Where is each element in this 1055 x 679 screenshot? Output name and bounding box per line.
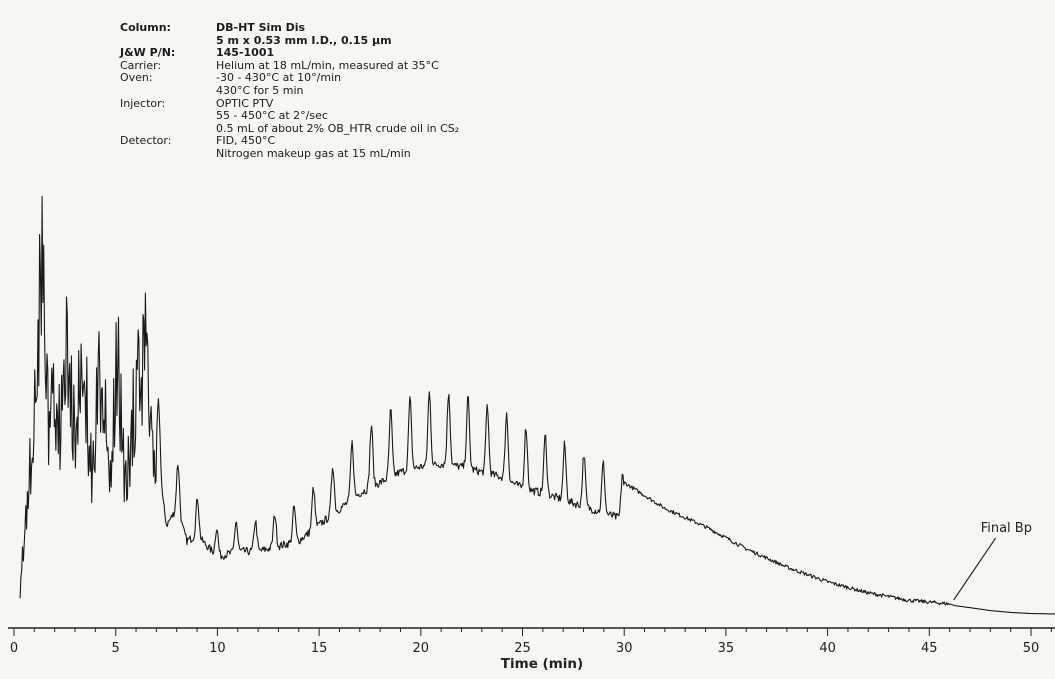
condition-row: Detector: FID, 450°C xyxy=(120,135,459,148)
condition-key: Oven: xyxy=(120,71,153,85)
x-tick-label: 20 xyxy=(413,641,430,656)
condition-key xyxy=(120,85,216,98)
x-tick-label: 10 xyxy=(209,641,226,656)
x-tick-label: 45 xyxy=(921,641,938,656)
condition-row: Column: DB-HT Sim Dis xyxy=(120,21,459,35)
condition-key: Detector: xyxy=(120,134,172,148)
annotations: Final Bp xyxy=(953,521,1032,601)
x-axis-label: Time (min) xyxy=(501,656,583,672)
x-tick-label: 5 xyxy=(112,641,120,656)
condition-row: 55 - 450°C at 2°/sec xyxy=(120,110,459,123)
x-tick-label: 30 xyxy=(616,641,633,656)
final-bp-label: Final Bp xyxy=(981,521,1032,536)
x-tick-label: 35 xyxy=(718,641,735,656)
run-conditions: Column: DB-HT Sim Dis 5 m x 0.53 mm I.D., … xyxy=(120,21,460,161)
condition-row: 0.5 mL of about 2% OB_HTR crude oil in C… xyxy=(120,121,460,136)
condition-value: 145-1001 xyxy=(216,46,275,60)
condition-value: -30 - 430°C at 10°/min xyxy=(216,71,342,85)
condition-key: J&W P/N: xyxy=(120,46,176,60)
x-tick-label: 15 xyxy=(311,641,328,656)
x-tick-label: 25 xyxy=(514,641,531,656)
condition-row: 430°C for 5 min xyxy=(120,83,459,98)
condition-row: Oven: -30 - 430°C at 10°/min xyxy=(120,72,459,85)
x-tick-label: 40 xyxy=(819,641,836,656)
condition-value: FID, 450°C xyxy=(216,134,276,148)
x-axis-ticks: 0 5 10 15 20 25 30 35 40 45 50 xyxy=(10,628,1052,656)
chromatogram-trace xyxy=(19,195,1055,615)
condition-value: DB-HT Sim Dis xyxy=(216,21,306,34)
condition-value: 430°C for 5 min xyxy=(216,83,304,97)
condition-key xyxy=(120,110,216,123)
x-tick-label: 0 xyxy=(10,641,18,656)
condition-key xyxy=(120,148,216,161)
condition-row: Nitrogen makeup gas at 15 mL/min xyxy=(120,146,459,161)
condition-value: OPTIC PTV xyxy=(216,96,274,110)
condition-value: Helium at 18 mL/min, measured at 35°C xyxy=(216,58,439,72)
condition-row: J&W P/N: 145-1001 xyxy=(120,47,459,60)
annotation-leader-line xyxy=(953,537,997,601)
condition-key: Carrier: xyxy=(120,58,162,72)
x-tick-label: 50 xyxy=(1023,641,1040,656)
condition-row: 5 m x 0.53 mm I.D., 0.15 µm xyxy=(120,33,459,48)
condition-value: Nitrogen makeup gas at 15 mL/min xyxy=(216,146,411,160)
condition-key: Column: xyxy=(120,21,171,34)
condition-row: Carrier: Helium at 18 mL/min, measured at… xyxy=(120,58,459,73)
condition-value: 55 - 450°C at 2°/sec xyxy=(216,109,328,123)
condition-key: Injector: xyxy=(120,96,166,110)
condition-row: Injector: OPTIC PTV xyxy=(120,96,459,111)
condition-value: 5 m x 0.53 mm I.D., 0.15 µm xyxy=(216,33,392,47)
condition-value: 0.5 mL of about 2% OB_HTR crude oil in C… xyxy=(216,121,460,135)
